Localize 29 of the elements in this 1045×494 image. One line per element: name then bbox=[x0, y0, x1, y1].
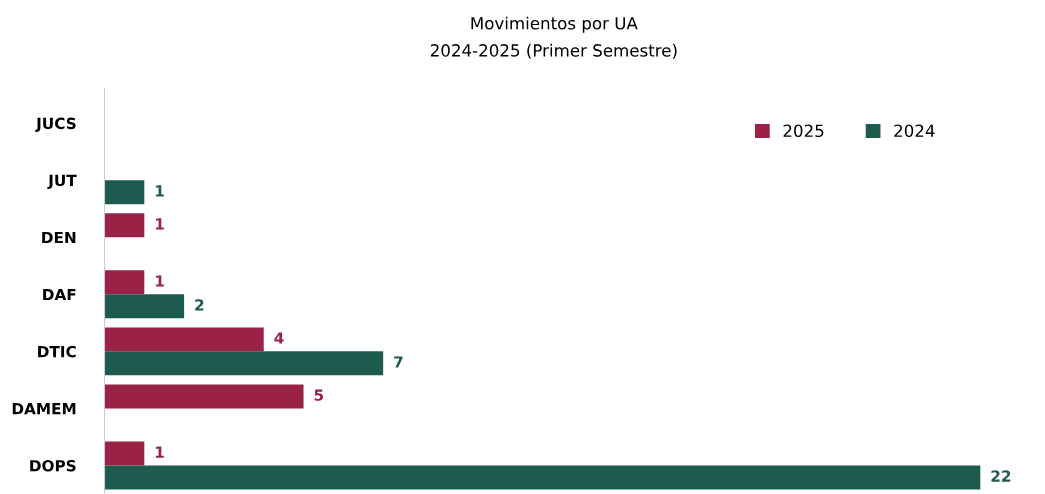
y-tick-label: JUCS bbox=[35, 117, 76, 133]
y-tick-label: DAMEM bbox=[12, 403, 76, 415]
data-label: 5 bbox=[314, 389, 324, 401]
data-label: 2 bbox=[195, 299, 204, 311]
bar bbox=[104, 213, 145, 238]
bar bbox=[104, 270, 145, 295]
chart-title: Movimientos por UA bbox=[471, 16, 638, 33]
bar bbox=[104, 384, 304, 409]
data-label: 22 bbox=[991, 470, 1011, 482]
y-tick-label: DOPS bbox=[30, 459, 76, 472]
data-label: 1 bbox=[155, 185, 164, 197]
legend-label: 2025 bbox=[783, 124, 824, 138]
y-tick-label: JUT bbox=[47, 174, 77, 190]
bar bbox=[104, 465, 981, 490]
bar bbox=[104, 294, 185, 319]
data-label: 1 bbox=[155, 218, 164, 230]
y-tick-label: DTIC bbox=[38, 345, 76, 358]
y-tick-label: DAF bbox=[43, 288, 76, 301]
bar bbox=[104, 351, 384, 376]
bar bbox=[104, 180, 145, 205]
y-tick-label: DEN bbox=[42, 231, 76, 244]
data-label: 7 bbox=[394, 356, 403, 368]
bar bbox=[104, 327, 264, 352]
chart-subtitle: 2024-2025 (Primer Semestre) bbox=[430, 43, 677, 59]
data-label: 1 bbox=[155, 446, 164, 458]
legend-label: 2024 bbox=[894, 124, 935, 138]
data-label: 1 bbox=[155, 275, 164, 287]
bar bbox=[104, 441, 145, 466]
data-label: 4 bbox=[274, 332, 284, 344]
